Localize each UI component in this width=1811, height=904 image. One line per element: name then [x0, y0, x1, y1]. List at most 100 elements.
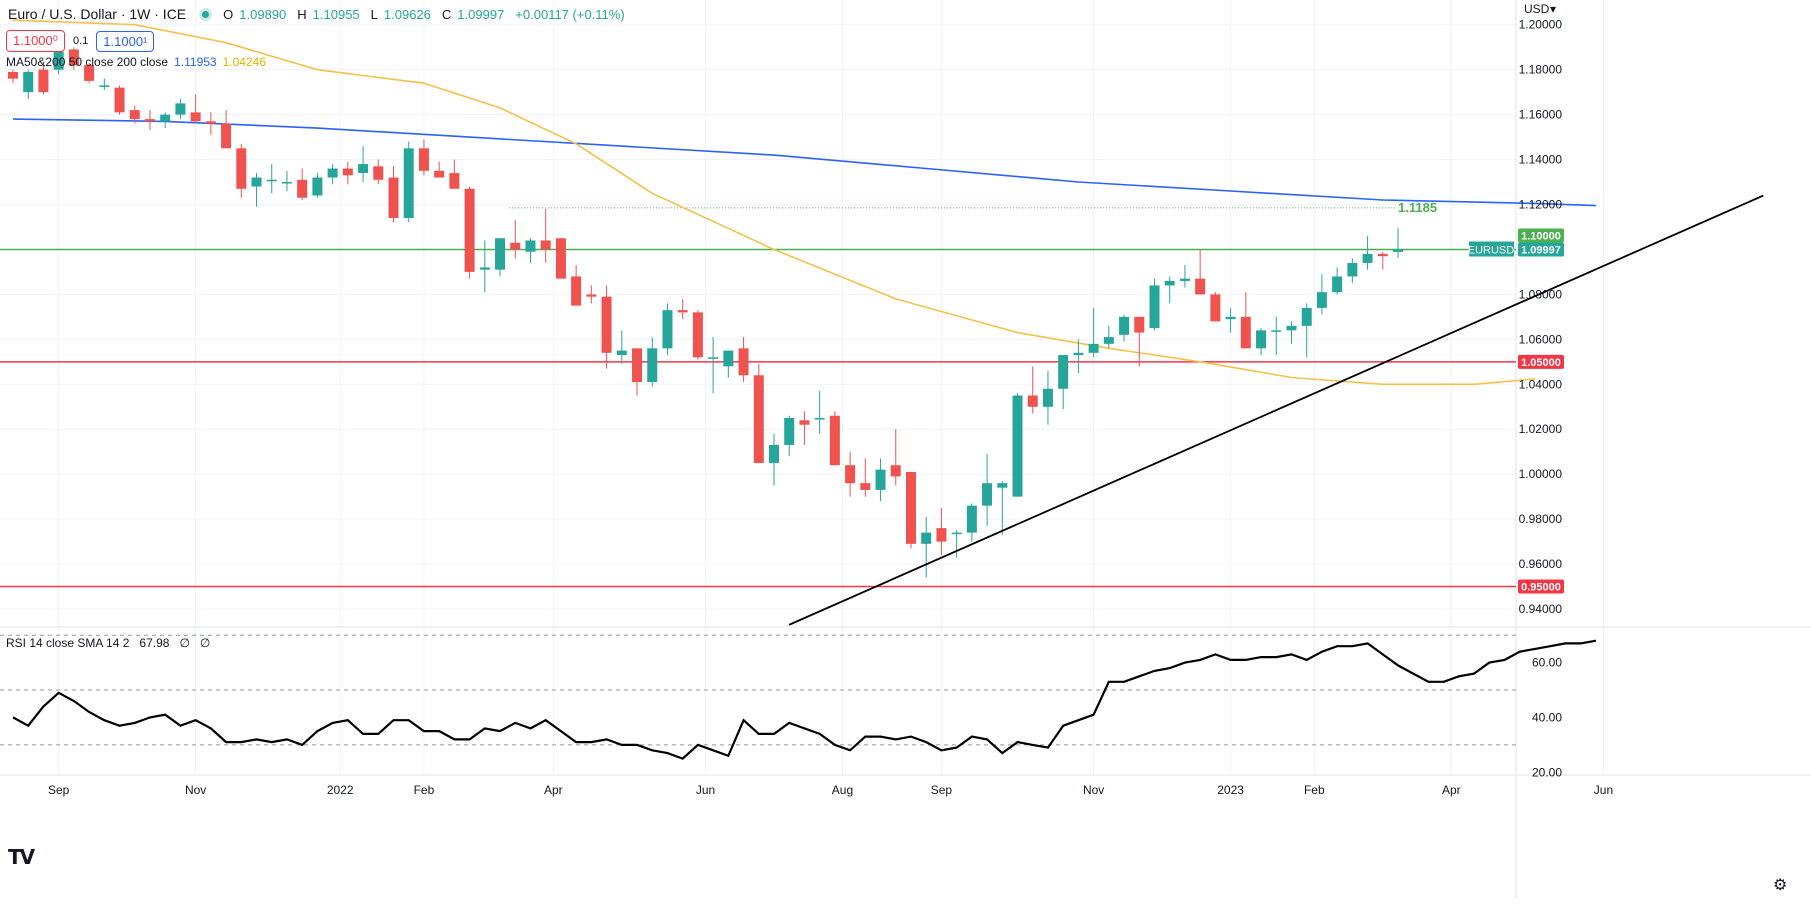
candle-body [418, 148, 429, 171]
candle [1393, 227, 1404, 258]
candle [266, 164, 277, 194]
candle-body [434, 170, 445, 178]
candle [221, 110, 232, 149]
candle [738, 337, 749, 383]
buy-button[interactable]: 1.1000¹ [96, 30, 155, 52]
candle [677, 298, 688, 320]
change-value: +0.00117 (+0.11%) [515, 6, 625, 22]
candle [1179, 265, 1190, 288]
candle-body [677, 310, 688, 313]
candle [966, 503, 977, 542]
candle [1377, 251, 1388, 270]
candle-body [1286, 325, 1297, 331]
symbol-header: Euro / U.S. Dollar · 1W · ICE O 1.09890 H… [8, 6, 630, 22]
candle-body [23, 71, 34, 93]
candle-body [1195, 278, 1206, 295]
candle-body [829, 415, 840, 466]
candle [1240, 292, 1251, 349]
candle-body [692, 312, 703, 358]
candle [692, 310, 703, 360]
rsi-legend-label: RSI 14 close SMA 14 2 [6, 636, 130, 650]
sell-button[interactable]: 1.1000⁰ [6, 30, 65, 52]
candle [1316, 274, 1327, 315]
candle-body [1134, 316, 1145, 333]
candle-body [875, 469, 886, 490]
low-value: 1.09626 [383, 6, 431, 22]
rsi-value: 67.98 [139, 636, 170, 650]
candle-body [1225, 316, 1236, 320]
time-tick-label: Apr [1442, 783, 1461, 797]
high-label: H [297, 6, 307, 22]
candle [297, 168, 308, 201]
price-tag-text: 1.09997 [1521, 245, 1561, 257]
candle [1271, 316, 1282, 356]
time-tick-label: Nov [185, 783, 206, 797]
price-tick-label: 1.02000 [1519, 422, 1563, 436]
settings-gear-icon[interactable]: ⚙ [1773, 877, 1788, 894]
time-tick-label: Aug [832, 783, 853, 797]
candle-body [951, 532, 962, 535]
level-tag-bg [1518, 579, 1564, 594]
candle-body [601, 296, 612, 353]
candle [312, 173, 323, 198]
ma-legend-label: MA50&200 50 close 200 close [6, 55, 169, 69]
high-value: 1.10955 [312, 6, 360, 22]
candle [1332, 267, 1343, 295]
candle [129, 105, 140, 124]
price-tick-label: 1.00000 [1519, 467, 1563, 481]
candle-body [982, 483, 993, 506]
time-tick-label: Sep [48, 783, 70, 797]
candle [449, 159, 460, 189]
candle-body [860, 483, 871, 490]
candle [1195, 249, 1206, 295]
rsi-legend[interactable]: RSI 14 close SMA 14 2 67.98 ∅ ∅ [6, 636, 210, 650]
candle-body [190, 112, 201, 122]
candle-body [1027, 395, 1038, 407]
candle [647, 337, 658, 387]
close-value: 1.09997 [457, 6, 505, 22]
candle [495, 238, 506, 277]
candle [358, 146, 369, 183]
price-tick-label: 1.14000 [1519, 153, 1563, 167]
candle [327, 164, 338, 185]
candle-body [266, 179, 277, 182]
candle-body [327, 168, 338, 178]
candle [510, 220, 521, 259]
candle-body [449, 173, 460, 189]
candle-body [479, 267, 490, 270]
price-tag-bg [1518, 242, 1564, 257]
candle [68, 47, 79, 70]
candle [1103, 325, 1114, 349]
price-tick-label: 1.04000 [1519, 377, 1563, 391]
candle-body [1103, 337, 1114, 344]
price-tick-label: 0.98000 [1519, 512, 1563, 526]
ma-legend[interactable]: MA50&200 50 close 200 close 1.11953 1.04… [6, 55, 266, 69]
ma200-value: 1.11953 [174, 55, 217, 69]
candle [1164, 276, 1175, 304]
candle-body [1164, 280, 1175, 286]
time-tick-label: Feb [1304, 783, 1325, 797]
candle-body [723, 350, 734, 367]
tradingview-logo[interactable]: TV [8, 845, 35, 869]
candle [342, 161, 353, 185]
candle-body [8, 71, 18, 79]
candle-body [616, 350, 627, 356]
candle-body [921, 532, 932, 544]
candle [23, 69, 34, 99]
price-axis-tag: 1.09997 EURUSD [1468, 241, 1564, 257]
candle [982, 453, 993, 526]
candle [1012, 393, 1023, 497]
candle-body [890, 465, 901, 477]
grid-lines [0, 0, 1604, 775]
candle [845, 451, 856, 497]
candle [1210, 292, 1221, 322]
candle [205, 112, 216, 135]
rsi-tick-label: 20.00 [1532, 765, 1562, 779]
candle [84, 62, 95, 84]
candle-body [1256, 330, 1267, 349]
time-tick-label: Jun [696, 783, 715, 797]
candles [8, 47, 1404, 578]
symbol-title[interactable]: Euro / U.S. Dollar · 1W · ICE [8, 6, 187, 22]
candle-body [297, 179, 308, 198]
